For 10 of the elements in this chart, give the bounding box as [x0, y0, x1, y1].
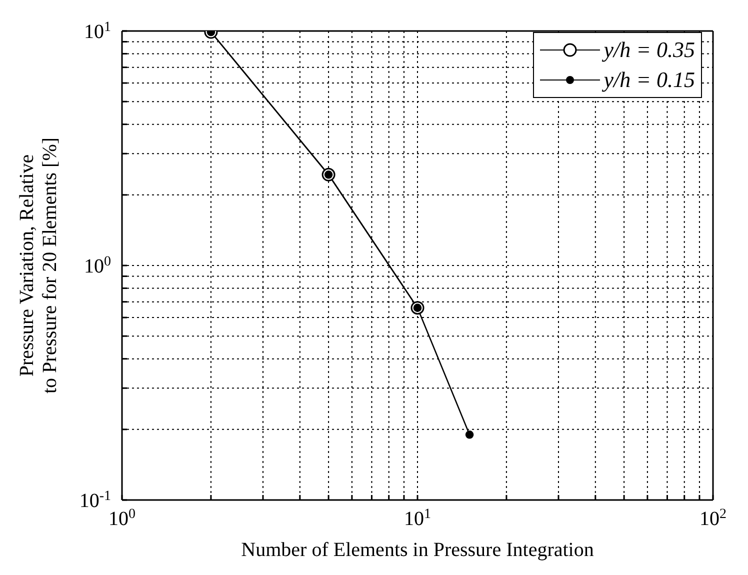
y-tick-label: 10$^{-1}$: [79, 488, 111, 512]
x-tick-label: 10$^{2}$: [700, 506, 726, 530]
y-tick-label: 10$^{0}$: [84, 254, 111, 278]
y-axis-title: Pressure Variation, Relative to Pressure for 20 Elements [%]: [16, 137, 61, 394]
legend-label: y/h = 0.15: [604, 66, 695, 94]
x-tick-label: 10$^{1}$: [404, 506, 431, 530]
x-tick-label: 10$^{0}$: [108, 506, 136, 530]
legend-label: y/h = 0.35: [604, 36, 695, 64]
y-tick-label: 10$^{1}$: [84, 20, 111, 43]
x-axis-title: Number of Elements in Pressure Integration: [241, 539, 594, 561]
